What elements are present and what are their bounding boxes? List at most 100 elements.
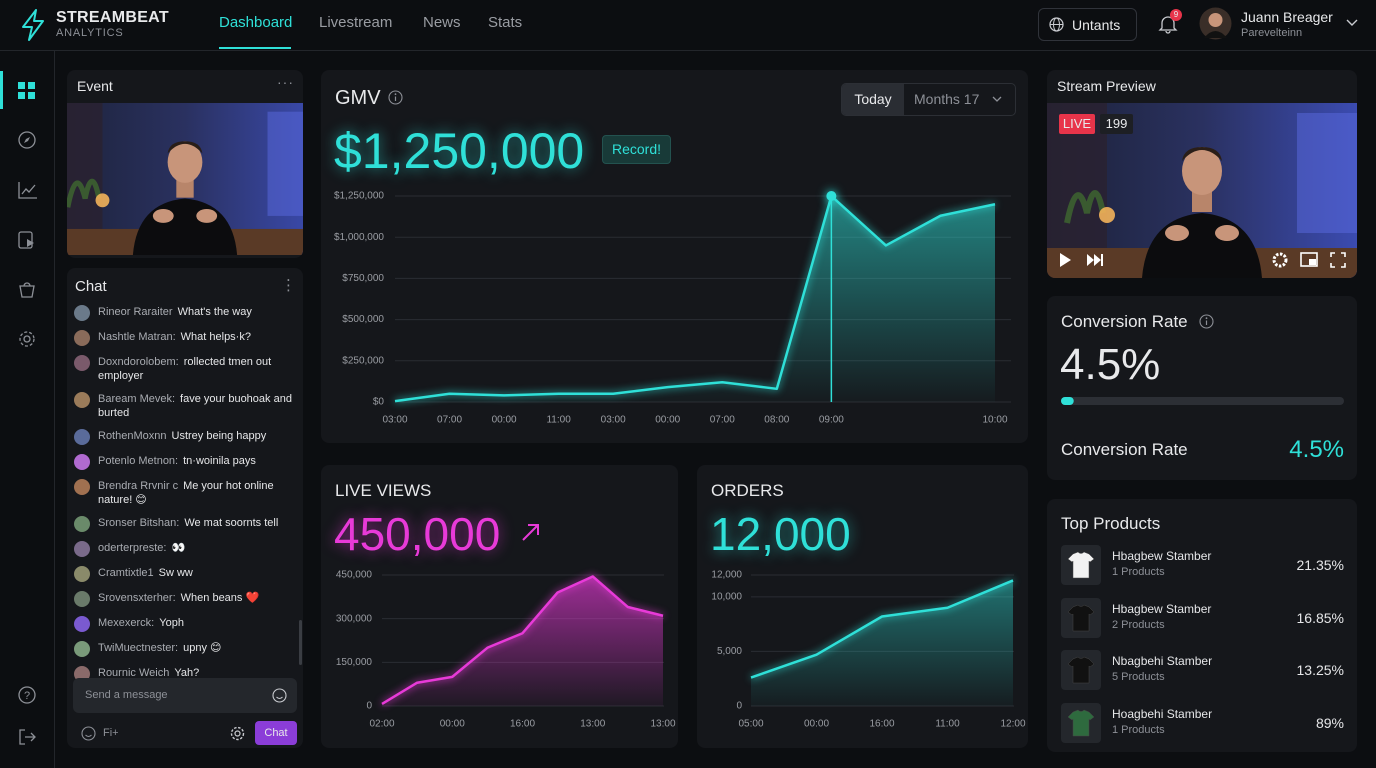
y-tick-label: 450,000 — [336, 570, 373, 581]
chat-text: fave your buohoak and burted — [98, 393, 292, 419]
settings-icon[interactable] — [18, 330, 36, 348]
info-icon[interactable] — [1199, 314, 1214, 329]
x-tick-label: 16:00 — [869, 719, 894, 730]
emoji-icon[interactable] — [81, 726, 96, 741]
x-tick-label: 05:00 — [738, 719, 763, 730]
video-controls — [1060, 252, 1346, 268]
y-tick-label: $1,000,000 — [334, 232, 384, 243]
x-tick-label: 00:00 — [492, 415, 517, 426]
chat-avatar — [74, 355, 90, 371]
tab-active[interactable]: Today — [842, 84, 904, 115]
product-name: Nbagbehi Stamber — [1112, 654, 1213, 668]
chat-body: Cramtixtle1 Sw ww — [98, 566, 193, 580]
shop-icon[interactable] — [18, 281, 36, 299]
settings-button[interactable] — [1272, 252, 1288, 268]
x-tick-label: 00:00 — [804, 719, 829, 730]
chat-button[interactable]: Chat — [255, 721, 297, 745]
nav-item[interactable]: Dashboard — [219, 14, 293, 31]
chat-avatar — [74, 429, 90, 445]
tab[interactable]: Months 17 — [914, 91, 980, 107]
chat-avatar — [74, 454, 90, 470]
nav-underline — [219, 47, 291, 49]
chat-avatar — [74, 591, 90, 607]
chat-message: RothenMoxnn Ustrey being happy — [74, 429, 296, 445]
event-video[interactable] — [67, 103, 303, 255]
more-menu[interactable]: ⋮ — [281, 277, 296, 294]
y-tick-label: $250,000 — [342, 355, 384, 366]
range-tabs: Today Months 17 — [841, 83, 1016, 116]
chat-body: Baream Mevek: fave your buohoak and burte… — [98, 392, 296, 420]
scrollbar — [299, 620, 302, 665]
message-input[interactable]: Send a message — [73, 678, 297, 713]
document-icon[interactable] — [18, 231, 36, 249]
product-image — [1067, 604, 1095, 631]
chat-message: Mexexerck: Yoph — [74, 616, 296, 632]
active-indicator — [0, 71, 3, 109]
pip-button[interactable] — [1300, 252, 1318, 267]
chat-user: Nashtle Matran: — [98, 331, 176, 343]
x-tick-label: 11:00 — [935, 719, 960, 730]
input-placeholder: Send a message — [85, 689, 168, 701]
chat-body: Nashtle Matran: What helps·k? — [98, 330, 251, 344]
chat-text: What's the way — [177, 306, 252, 318]
conversion-panel: Conversion Rate 4.5% Conversion Rate 4.5… — [1047, 296, 1357, 480]
compass-icon[interactable] — [18, 131, 36, 149]
y-tick-label: 10,000 — [711, 591, 742, 602]
chat-text: Yah? — [174, 667, 200, 679]
play-button[interactable] — [1060, 253, 1071, 267]
chat-text: Sw ww — [158, 567, 193, 579]
chat-user: Baream Mevek: — [98, 393, 176, 405]
x-tick-label: 13:00 — [650, 719, 675, 730]
chat-text: Ustrey being happy — [171, 430, 267, 442]
more-menu[interactable]: ··· — [277, 74, 294, 90]
x-tick-label: 13:00 — [580, 719, 605, 730]
area — [395, 196, 995, 402]
product-image — [1067, 656, 1095, 684]
chat-body: Srovensxterher: When beans ❤️ — [98, 591, 259, 605]
y-tick-label: $500,000 — [342, 314, 384, 325]
product-name: Hbagbew Stamber — [1112, 549, 1212, 563]
product-share: 21.35% — [1296, 557, 1344, 573]
product-sub: 1 Products — [1112, 566, 1165, 578]
avatar[interactable] — [1199, 7, 1232, 40]
chat-body: Doxndorolobem: rollected tmen out employe… — [98, 355, 296, 383]
panel-title: Stream Preview — [1057, 78, 1156, 94]
emoji-icon[interactable] — [272, 688, 287, 703]
chat-user: Doxndorolobem: — [98, 356, 179, 368]
y-tick-label: $1,250,000 — [334, 191, 384, 202]
panel-title: Chat — [75, 278, 107, 295]
x-tick-label: 02:00 — [369, 719, 394, 730]
chat-avatar — [74, 516, 90, 532]
fullscreen-button[interactable] — [1330, 252, 1346, 268]
x-tick-label: 12:00 — [1000, 719, 1025, 730]
chat-panel: Chat ⋮ Rineor Raraiter What's the way Nash… — [67, 268, 303, 748]
workspace-button[interactable]: Untants — [1038, 8, 1137, 41]
skip-button[interactable] — [1087, 254, 1103, 266]
chat-avatar — [74, 479, 90, 495]
help-icon[interactable]: ? — [18, 686, 36, 704]
trend-arrow — [522, 524, 539, 541]
panel-title: ORDERS — [711, 481, 784, 500]
nav-item[interactable]: Stats — [488, 14, 523, 31]
x-tick-label: 00:00 — [655, 415, 680, 426]
chat-message: Doxndorolobem: rollected tmen out employe… — [74, 355, 296, 383]
x-tick-label: 03:00 — [382, 415, 407, 426]
chat-user: Brendra Rrvnir c — [98, 480, 179, 492]
chat-text: What helps·k? — [180, 331, 251, 343]
panel-title: GMV — [335, 87, 381, 109]
logout-icon[interactable] — [18, 728, 36, 746]
chevron[interactable] — [1346, 18, 1358, 28]
product-name: Hbagbew Stamber — [1112, 601, 1212, 616]
info-icon[interactable] — [388, 90, 403, 105]
chat-body: Potenlo Metnon: tn·woinila pays — [98, 454, 256, 468]
sidebar: ? — [0, 51, 55, 768]
product-sub: 1 Products — [1112, 723, 1165, 736]
nav-item[interactable]: Livestream — [319, 14, 393, 31]
gmv-value: $1,250,000 — [334, 123, 585, 179]
nav-item[interactable]: News — [423, 14, 461, 31]
chat-body: RothenMoxnn Ustrey being happy — [98, 429, 266, 443]
settings-icon[interactable] — [230, 726, 245, 741]
chat-list: Rineor Raraiter What's the way Nashtle Mat… — [74, 305, 296, 691]
dashboard-icon[interactable] — [17, 81, 37, 101]
chart-icon[interactable] — [18, 181, 38, 199]
